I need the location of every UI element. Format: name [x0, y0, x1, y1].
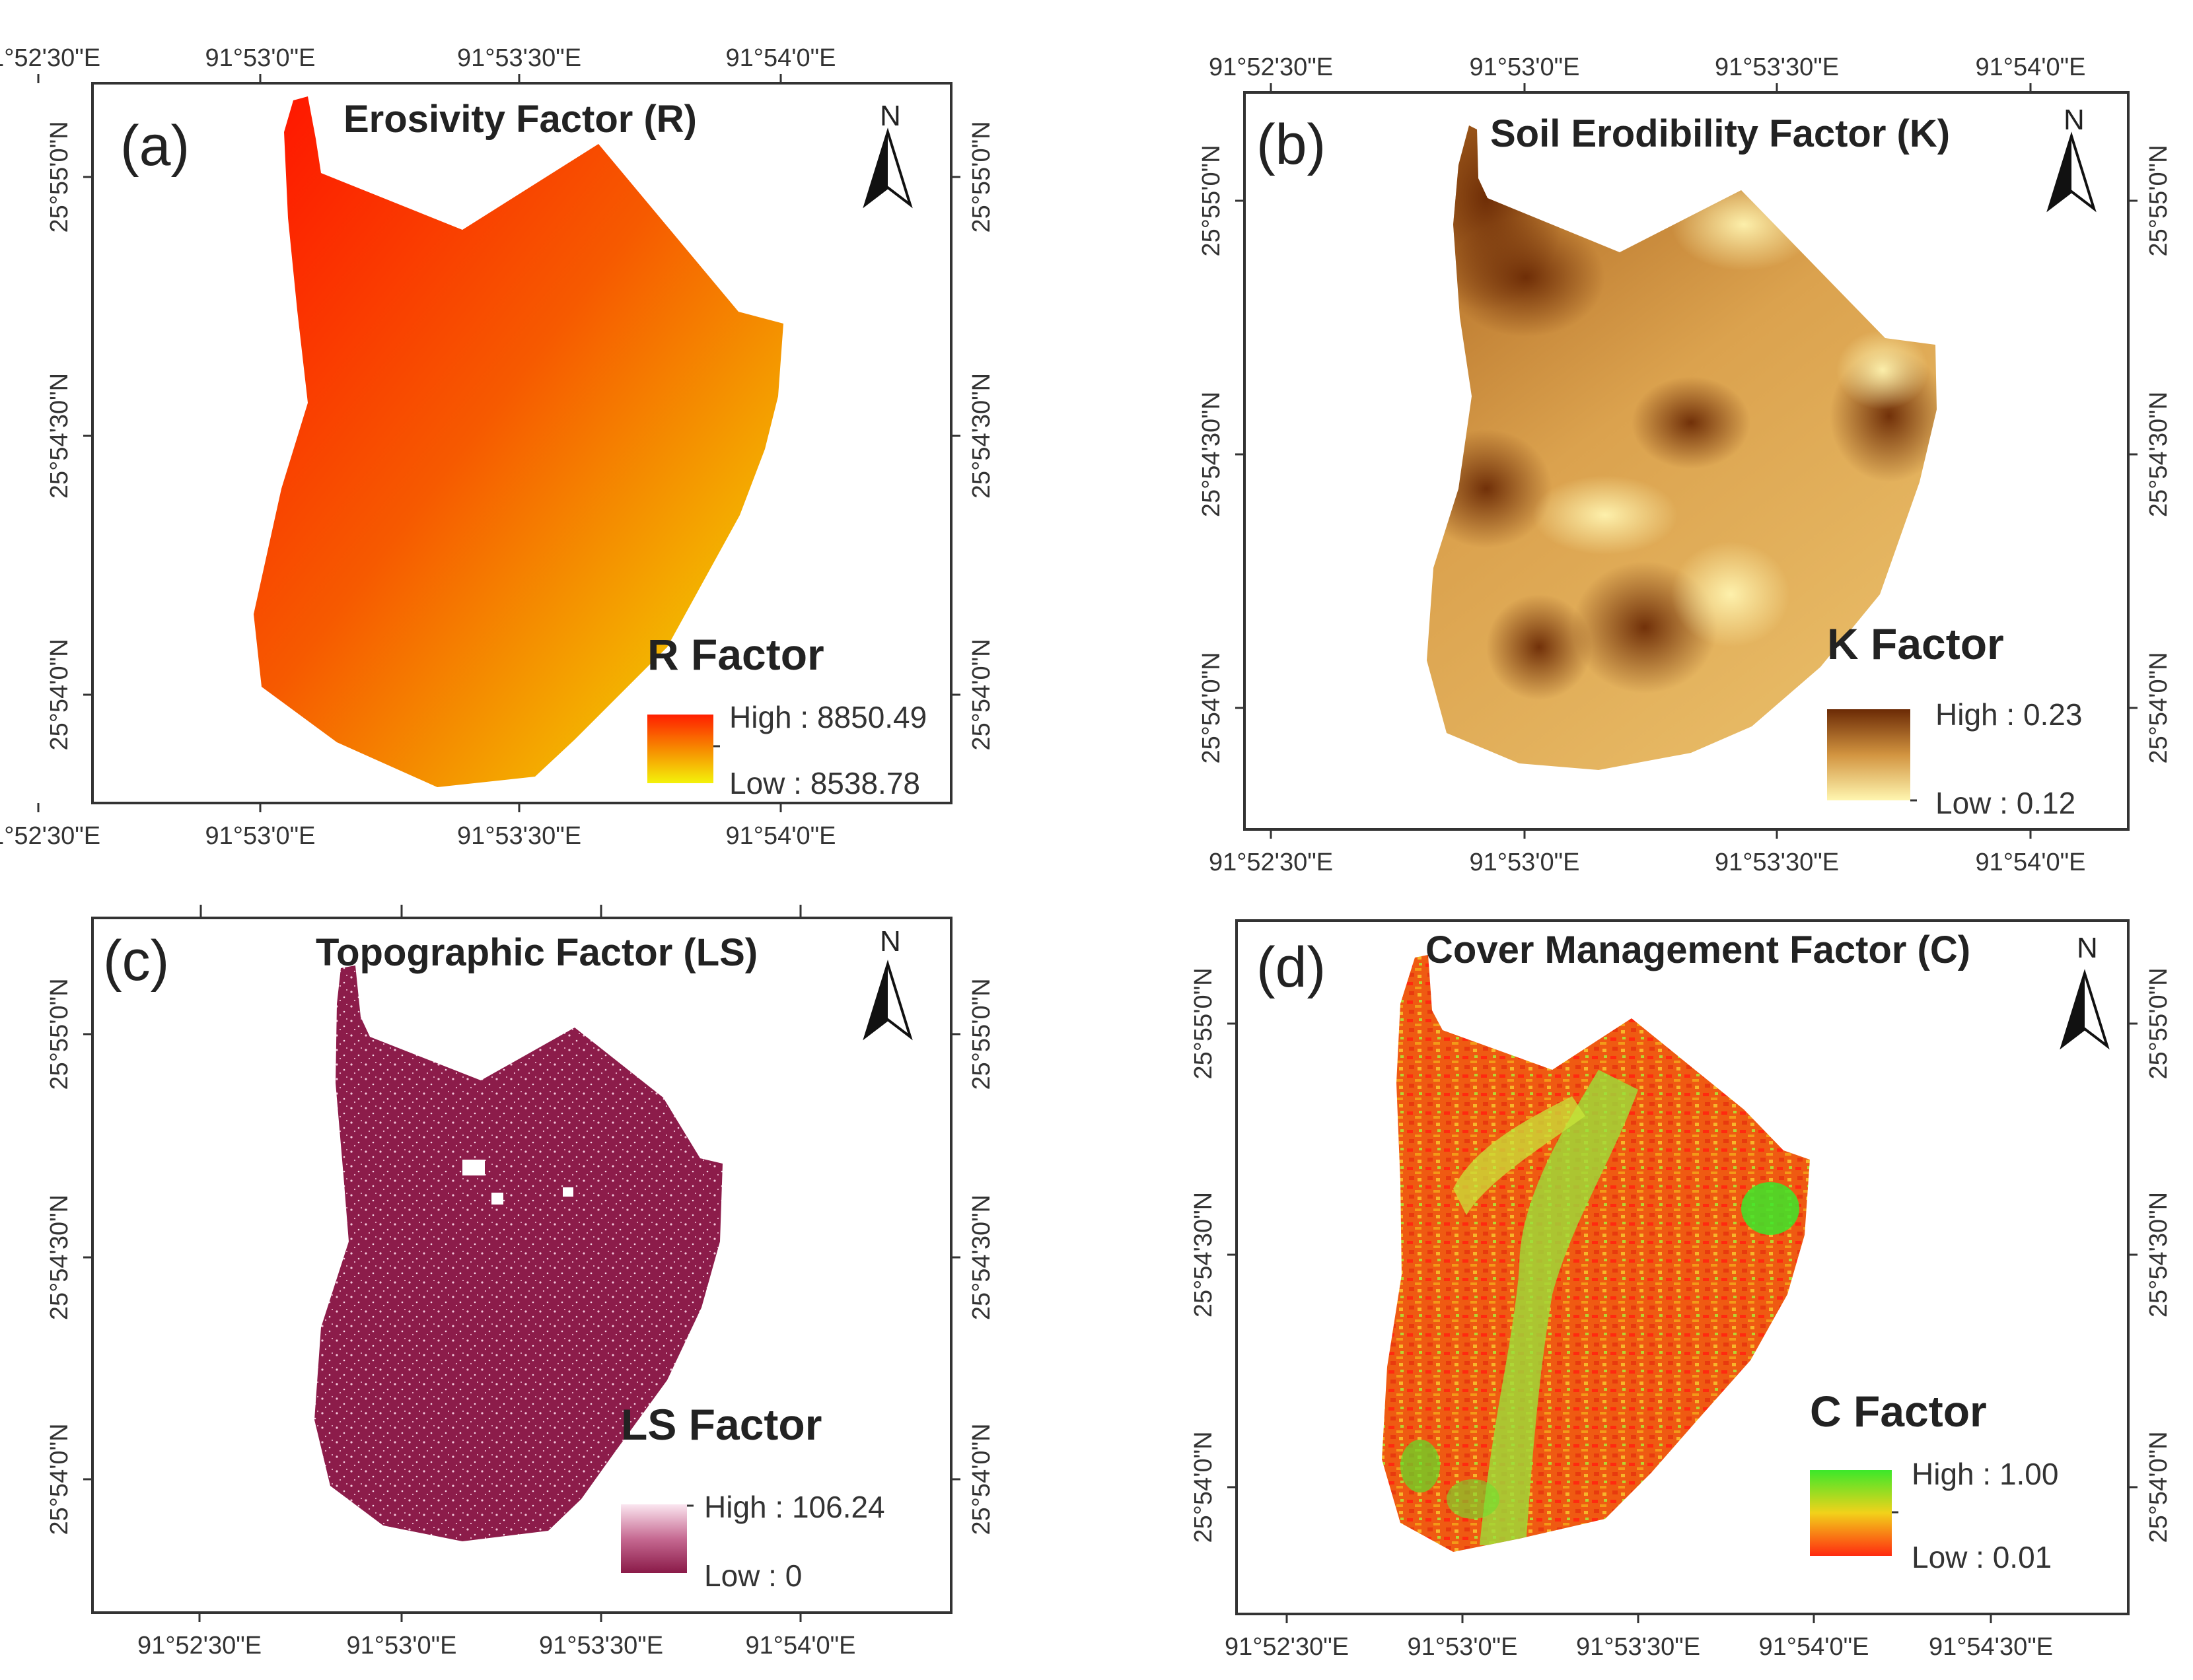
- left-tick-label: 25°55'0"N: [1198, 145, 1225, 256]
- left-tick-label: 25°54'30"N: [46, 373, 73, 499]
- top-tick-label: 91°53'30"E: [1715, 53, 1839, 81]
- right-tick-label: 25°54'0"N: [2145, 1431, 2173, 1543]
- left-tick-label: 25°54'0"N: [1198, 652, 1225, 763]
- panel-d-legend-high: High : 1.00: [1912, 1457, 2058, 1491]
- left-tick-label: 25°55'0"N: [46, 121, 73, 232]
- panel-b-legend-low: Low : 0.12: [1935, 786, 2075, 820]
- left-tick-label: 25°55'0"N: [46, 978, 73, 1090]
- right-tick-label: 25°54'30"N: [968, 1195, 995, 1320]
- bottom-tick-label: 91°52'30"E: [1225, 1633, 1349, 1661]
- bottom-tick-label: 91°53'30"E: [1715, 849, 1839, 876]
- left-tick-label: 25°54'30"N: [1190, 1192, 1217, 1317]
- panel-c: (c) Topographic Factor (LS) N LS Factor …: [46, 905, 995, 1660]
- panel-a-legend-title: R Factor: [647, 630, 824, 679]
- left-tick-label: 25°54'30"N: [46, 1195, 73, 1320]
- panel-c-title: Topographic Factor (LS): [316, 931, 758, 974]
- bottom-tick-label: 91°53'30"E: [1576, 1633, 1700, 1661]
- right-tick-label: 25°55'0"N: [2145, 967, 2173, 1079]
- panel-d-legend-ramp: [1810, 1470, 1892, 1556]
- panel-d-north-label: N: [2077, 932, 2098, 964]
- panel-d-title: Cover Management Factor (C): [1425, 928, 1970, 971]
- left-tick-label: 25°54'0"N: [46, 1423, 73, 1535]
- panel-b-north-label: N: [2064, 104, 2085, 136]
- right-tick-label: 25°55'0"N: [968, 121, 995, 232]
- panel-a-legend-high: High : 8850.49: [729, 700, 927, 734]
- bottom-tick-label: 91°54'0"E: [1976, 849, 2086, 876]
- panel-b-legend-title: K Factor: [1827, 619, 2004, 668]
- bottom-tick-label: 91°53'0"E: [347, 1632, 457, 1660]
- panel-c-legend-high: High : 106.24: [704, 1490, 885, 1524]
- panel-b: (b) Soil Erodibility Factor (K) N K Fact…: [1198, 53, 2173, 876]
- top-tick-label: 91°52'30"E: [0, 44, 100, 72]
- panel-c-legend-ramp: [621, 1504, 687, 1573]
- top-tick-label: 91°54'0"E: [726, 44, 836, 72]
- panel-c-north-label: N: [880, 925, 901, 958]
- panel-d-legend-title: C Factor: [1810, 1387, 1987, 1436]
- right-tick-label: 25°54'30"N: [968, 373, 995, 499]
- bottom-tick-label: 91°53'30"E: [539, 1632, 663, 1660]
- panel-a-legend-low: Low : 8538.78: [729, 766, 920, 800]
- bottom-tick-label: 91°54'0"E: [1759, 1633, 1869, 1661]
- panel-b-ticks: 91°52'30"E 91°53'0"E 91°53'30"E 91°54'0"E 91…: [1198, 53, 2173, 876]
- panel-a-ticks: 91°52'30"E 91°53'0"E 91°53'30"E 91°54'0"E 91…: [0, 44, 995, 850]
- top-tick-label: 91°52'30"E: [1209, 53, 1333, 81]
- top-tick-label: 91°53'0"E: [1470, 53, 1580, 81]
- panel-d-ticks: 91°52'30"E 91°53'0"E 91°53'30"E 91°54'0"E 91…: [1190, 967, 2173, 1661]
- bottom-tick-label: 91°53'0"E: [1470, 849, 1580, 876]
- right-tick-label: 25°54'30"N: [2145, 392, 2173, 517]
- left-tick-label: 25°54'30"N: [1198, 392, 1225, 517]
- panel-b-label: (b): [1256, 113, 1326, 176]
- bottom-tick-label: 91°53'0"E: [1408, 1633, 1518, 1661]
- panel-a-legend-ramp: [647, 715, 713, 783]
- panel-c-legend-title: LS Factor: [621, 1400, 822, 1449]
- panel-c-legend-low: Low : 0: [704, 1558, 802, 1593]
- bottom-tick-label: 91°52'30"E: [1209, 849, 1333, 876]
- top-tick-label: 91°54'0"E: [1976, 53, 2086, 81]
- bottom-tick-label: 91°54'30"E: [1929, 1633, 2053, 1661]
- bottom-tick-label: 91°54'0"E: [726, 822, 836, 850]
- left-tick-label: 25°54'0"N: [1190, 1431, 1217, 1543]
- bottom-tick-label: 91°52'30"E: [0, 822, 100, 850]
- panel-d-legend-low: Low : 0.01: [1912, 1540, 2052, 1574]
- panel-b-legend-high: High : 0.23: [1935, 697, 2082, 732]
- right-tick-label: 25°54'0"N: [2145, 652, 2173, 763]
- panel-c-ticks: 91°52'30"E 91°53'0"E 91°53'30"E 91°54'0"E 25…: [46, 978, 995, 1660]
- right-tick-label: 25°54'0"N: [968, 1423, 995, 1535]
- top-tick-label: 91°53'30"E: [457, 44, 581, 72]
- left-tick-label: 25°54'0"N: [46, 639, 73, 750]
- right-tick-label: 25°54'0"N: [968, 639, 995, 750]
- panel-a: (a) Erosivity Factor (R) N R Factor High…: [0, 44, 995, 850]
- panel-b-legend-ramp: [1827, 709, 1910, 800]
- panel-d: (d) Cover Management Factor (C) N C Fact…: [1190, 919, 2173, 1661]
- bottom-tick-label: 91°54'0"E: [746, 1632, 856, 1660]
- bottom-tick-label: 91°53'0"E: [205, 822, 316, 850]
- panel-a-title: Erosivity Factor (R): [343, 98, 697, 141]
- right-tick-label: 25°55'0"N: [968, 978, 995, 1090]
- panel-d-label: (d): [1256, 936, 1326, 999]
- panel-a-label: (a): [120, 114, 190, 178]
- panel-a-north-label: N: [880, 100, 901, 132]
- top-tick-label: 91°53'0"E: [205, 44, 316, 72]
- panel-b-title: Soil Erodibility Factor (K): [1490, 112, 1950, 155]
- panel-c-label: (c): [103, 929, 169, 993]
- left-tick-label: 25°55'0"N: [1190, 967, 1217, 1079]
- right-tick-label: 25°55'0"N: [2145, 145, 2173, 256]
- bottom-tick-label: 91°52'30"E: [137, 1632, 262, 1660]
- bottom-tick-label: 91°53'30"E: [457, 822, 581, 850]
- right-tick-label: 25°54'30"N: [2145, 1192, 2173, 1317]
